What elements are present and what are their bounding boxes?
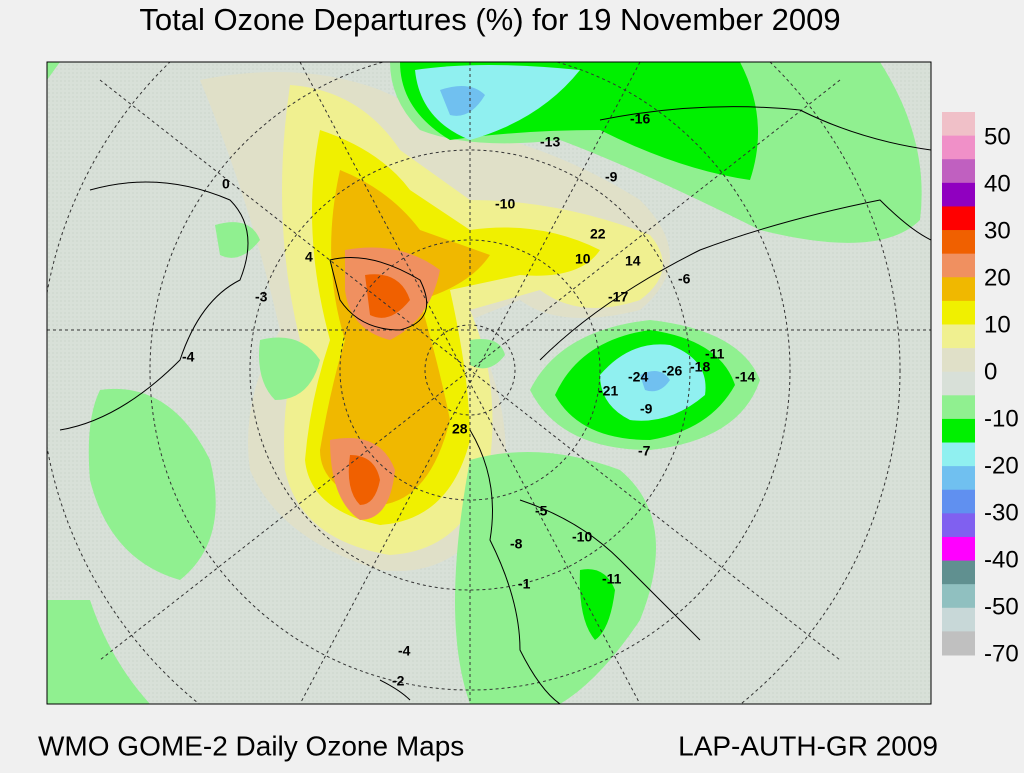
map: -16 -13 -9 -10 22 10 14 -17 -6 0 4 -3 -4… xyxy=(47,62,931,704)
map-label: -14 xyxy=(735,369,755,385)
legend-swatch xyxy=(942,112,975,137)
map-label: -24 xyxy=(628,369,648,385)
legend-label: -20 xyxy=(984,452,1019,479)
legend-swatch xyxy=(942,442,975,467)
legend-swatch xyxy=(942,182,975,207)
map-label: -9 xyxy=(605,169,618,185)
legend-swatch xyxy=(942,513,975,538)
legend-swatch xyxy=(942,371,975,396)
title: Total Ozone Departures (%) for 19 Novemb… xyxy=(139,2,840,37)
map-label: -8 xyxy=(510,536,523,552)
contour-labels: -16 -13 -9 -10 22 10 14 -17 -6 0 4 -3 -4… xyxy=(182,111,755,689)
legend-swatch xyxy=(942,631,975,656)
map-label: -5 xyxy=(535,503,548,519)
map-label: -6 xyxy=(678,271,691,287)
legend-swatch xyxy=(942,277,975,302)
legend-swatch xyxy=(942,489,975,514)
footer-left: WMO GOME-2 Daily Ozone Maps xyxy=(38,730,464,761)
map-label: 0 xyxy=(222,176,230,192)
legend-label: -50 xyxy=(984,593,1019,620)
legend-label: -10 xyxy=(984,405,1019,432)
map-label: -2 xyxy=(392,673,405,689)
legend-label: -70 xyxy=(984,640,1019,667)
legend-swatch xyxy=(942,584,975,609)
map-label: -10 xyxy=(572,529,592,545)
legend-swatch xyxy=(942,418,975,444)
legend-swatch xyxy=(942,607,975,632)
legend-swatch xyxy=(942,560,975,585)
map-label: -16 xyxy=(630,111,650,127)
map-label: -4 xyxy=(182,349,195,365)
legend-label: 0 xyxy=(984,358,997,385)
map-label: -26 xyxy=(662,363,682,379)
legend-label: 10 xyxy=(984,311,1011,338)
map-label: -3 xyxy=(255,289,268,305)
map-label: -11 xyxy=(602,571,622,587)
map-label: -9 xyxy=(640,401,653,417)
legend-swatch xyxy=(942,536,975,562)
map-label: -21 xyxy=(598,383,618,399)
legend-swatch xyxy=(942,466,975,491)
legend-label: -40 xyxy=(984,546,1019,573)
legend-label: 30 xyxy=(984,217,1011,244)
map-label: 22 xyxy=(590,226,606,242)
legend-swatch xyxy=(942,395,975,420)
map-label: 10 xyxy=(575,251,591,267)
map-label: -18 xyxy=(690,359,710,375)
map-label: -11 xyxy=(705,346,725,362)
map-label: -1 xyxy=(518,576,531,592)
map-label: 14 xyxy=(625,253,641,269)
map-label: 4 xyxy=(305,249,313,265)
legend-swatch xyxy=(942,230,975,255)
legend-label: -30 xyxy=(984,499,1019,526)
map-label: -4 xyxy=(398,643,411,659)
map-label: -7 xyxy=(638,443,651,459)
map-label: 28 xyxy=(452,421,468,437)
map-frame xyxy=(46,61,932,705)
footer-right: LAP-AUTH-GR 2009 xyxy=(678,730,938,761)
map-label: -17 xyxy=(608,289,628,305)
legend-swatch xyxy=(942,135,975,160)
legend: 50 40 30 20 10 0 -10 -20 -30 -40 -50 -70 xyxy=(942,112,1019,667)
legend-swatch xyxy=(942,348,975,373)
legend-swatch xyxy=(942,159,975,184)
legend-label: 40 xyxy=(984,170,1011,197)
legend-swatch xyxy=(942,300,975,325)
legend-swatch xyxy=(942,324,975,349)
legend-label: 50 xyxy=(984,123,1011,150)
legend-swatch xyxy=(942,253,975,278)
map-label: -10 xyxy=(495,196,515,212)
map-label: -13 xyxy=(540,134,560,150)
legend-label: 20 xyxy=(984,264,1011,291)
legend-swatch xyxy=(942,206,975,231)
